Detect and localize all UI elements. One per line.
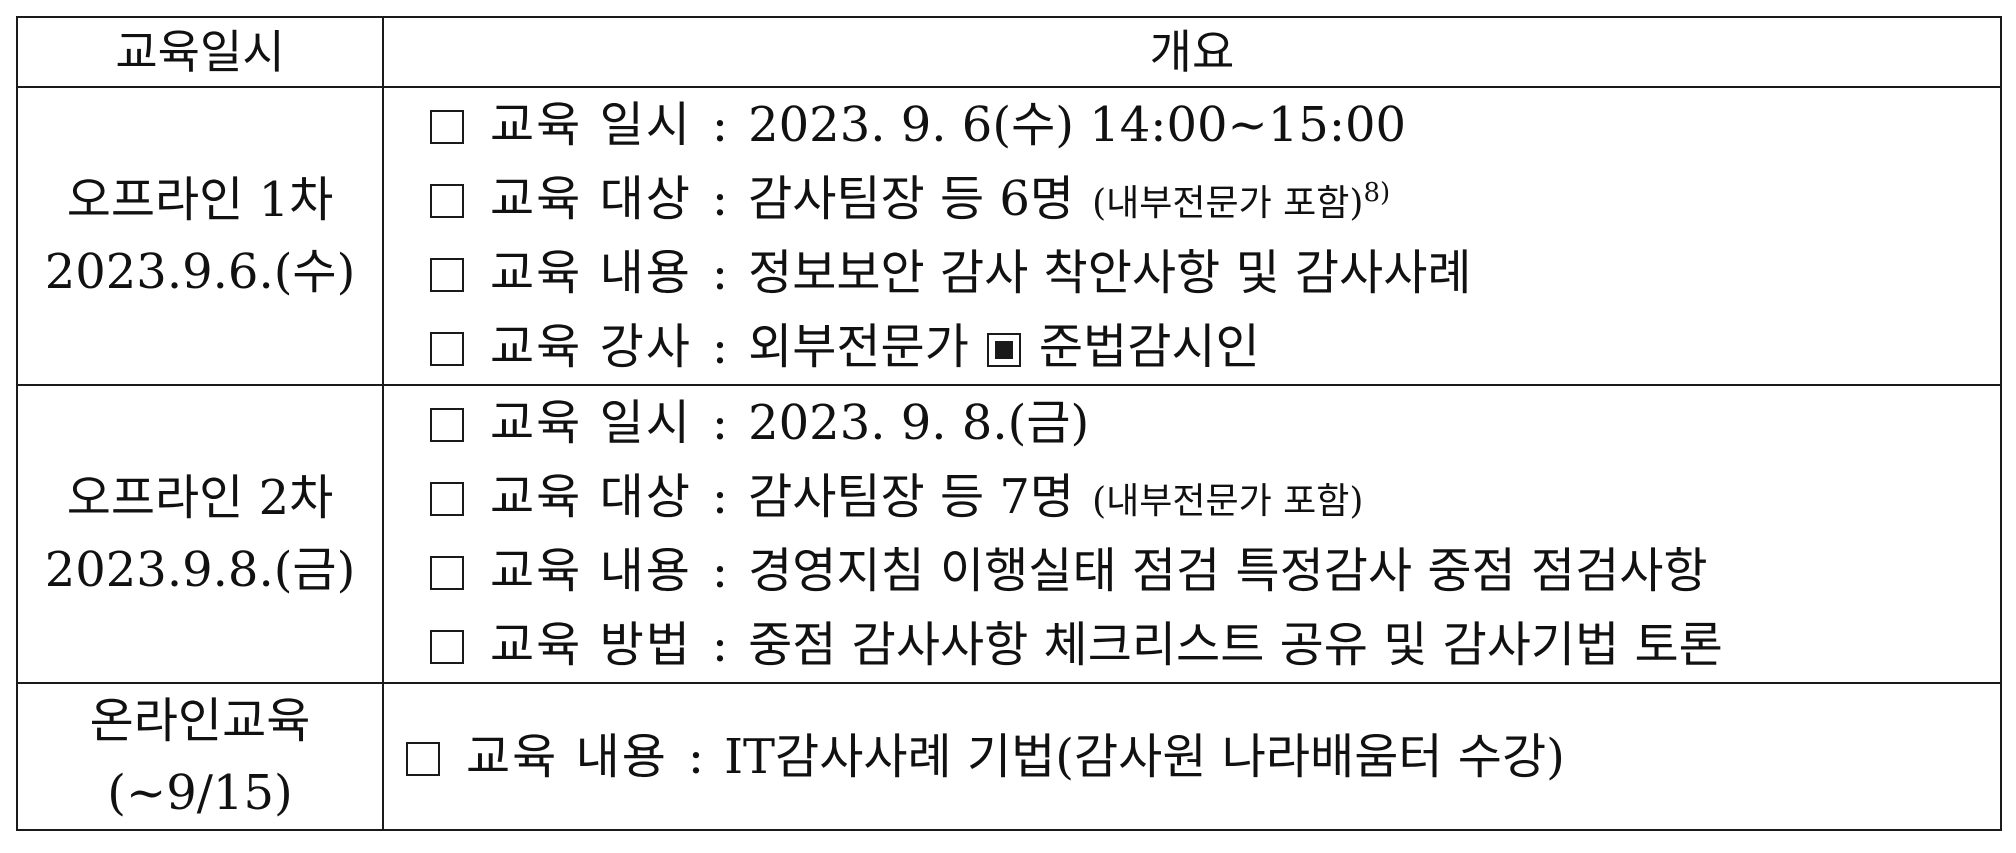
checkbox-filled-icon — [986, 333, 1021, 367]
item-colon: : — [711, 617, 729, 673]
item-colon: : — [711, 469, 729, 525]
item-value: 감사팀장 등 7명 — [748, 469, 1075, 525]
item-note: (내부전문가 포함) — [1092, 183, 1364, 224]
session-date: (~9/15) — [107, 764, 293, 821]
checkbox-empty-icon — [430, 408, 464, 442]
session-date: 2023.9.8.(금) — [44, 542, 356, 598]
list-item: 교육 대상 : 감사팀장 등 6명 (내부전문가 포함) 8) — [430, 162, 2000, 236]
table-row: 오프라인 2차 2023.9.8.(금) 교육 일시 : 2023. 9. 8.… — [16, 384, 2002, 684]
session-title: 오프라인 2차 — [66, 470, 334, 526]
item-label: 교육 대상 — [490, 171, 692, 227]
header-summary: 개요 — [382, 16, 2002, 88]
session-title: 온라인교육 — [89, 692, 311, 749]
item-value: 정보보안 감사 착안사항 및 감사사례 — [748, 245, 1472, 301]
item-colon: : — [711, 395, 729, 451]
checkbox-empty-icon — [430, 556, 464, 590]
item-value: 중점 감사사항 체크리스트 공유 및 감사기법 토론 — [748, 617, 1723, 673]
session-title: 오프라인 1차 — [66, 172, 334, 228]
item-label: 교육 내용 — [490, 543, 692, 599]
session-date: 2023.9.6.(수) — [44, 244, 356, 300]
session-date-cell: 오프라인 2차 2023.9.8.(금) — [16, 384, 384, 684]
item-colon: : — [711, 543, 729, 599]
item-label: 교육 강사 — [490, 319, 692, 375]
session-summary-cell: 교육 일시 : 2023. 9. 6(수) 14:00~15:00 교육 대상 … — [382, 86, 2002, 386]
item-value: 2023. 9. 6(수) 14:00~15:00 — [748, 97, 1407, 153]
education-schedule-table: 교육일시 개요 오프라인 1차 2023.9.6.(수) 교육 일시 : 202… — [16, 16, 2002, 831]
checkbox-empty-icon — [430, 110, 464, 144]
list-item: 교육 강사 : 외부전문가 준법감시인 — [430, 310, 2000, 384]
item-value: 2023. 9. 8.(금) — [748, 395, 1090, 451]
item-value: IT감사사례 기법(감사원 나라배움터 수강) — [724, 728, 1565, 785]
item-value: 감사팀장 등 6명 — [748, 171, 1075, 227]
item-label: 교육 내용 — [490, 245, 692, 301]
table-row: 오프라인 1차 2023.9.6.(수) 교육 일시 : 2023. 9. 6(… — [16, 86, 2002, 386]
session-summary-cell: 교육 내용 : IT감사사례 기법(감사원 나라배움터 수강) — [382, 682, 2002, 831]
item-colon: : — [711, 97, 729, 153]
item-label: 교육 일시 — [490, 395, 692, 451]
item-value-before: 외부전문가 — [748, 319, 969, 375]
item-colon: : — [687, 728, 705, 785]
list-item: 교육 대상 : 감사팀장 등 7명 (내부전문가 포함) — [430, 460, 2000, 534]
checkbox-empty-icon — [430, 184, 464, 218]
list-item: 교육 내용 : 경영지침 이행실태 점검 특정감사 중점 점검사항 — [430, 534, 2000, 608]
list-item: 교육 방법 : 중점 감사사항 체크리스트 공유 및 감사기법 토론 — [430, 608, 2000, 682]
checkbox-empty-icon — [430, 258, 464, 292]
session-date-cell: 온라인교육 (~9/15) — [16, 682, 384, 831]
footnote-marker: 8) — [1363, 178, 1391, 208]
session-summary-cell: 교육 일시 : 2023. 9. 8.(금) 교육 대상 : 감사팀장 등 7명… — [382, 384, 2002, 684]
item-value-after: 준법감시인 — [1038, 319, 1260, 375]
checkbox-empty-icon — [430, 630, 464, 664]
item-label: 교육 내용 — [466, 728, 668, 785]
item-colon: : — [711, 319, 729, 375]
item-label: 교육 방법 — [490, 617, 692, 673]
list-item: 교육 일시 : 2023. 9. 6(수) 14:00~15:00 — [430, 88, 2000, 162]
session-date-cell: 오프라인 1차 2023.9.6.(수) — [16, 86, 384, 386]
item-label: 교육 대상 — [490, 469, 692, 525]
item-note: (내부전문가 포함) — [1092, 481, 1364, 522]
checkbox-empty-icon — [406, 741, 440, 776]
item-colon: : — [711, 245, 729, 301]
checkbox-empty-icon — [430, 482, 464, 516]
table-header-row: 교육일시 개요 — [16, 16, 2002, 88]
item-colon: : — [711, 171, 729, 227]
list-item: 교육 내용 : 정보보안 감사 착안사항 및 감사사례 — [430, 236, 2000, 310]
table-row: 온라인교육 (~9/15) 교육 내용 : IT감사사례 기법(감사원 나라배움… — [16, 682, 2002, 831]
header-date: 교육일시 — [16, 16, 384, 88]
list-item: 교육 일시 : 2023. 9. 8.(금) — [430, 386, 2000, 460]
item-value: 경영지침 이행실태 점검 특정감사 중점 점검사항 — [748, 543, 1708, 599]
checkbox-empty-icon — [430, 332, 464, 366]
list-item: 교육 내용 : IT감사사례 기법(감사원 나라배움터 수강) — [406, 720, 2000, 794]
item-label: 교육 일시 — [490, 97, 692, 153]
